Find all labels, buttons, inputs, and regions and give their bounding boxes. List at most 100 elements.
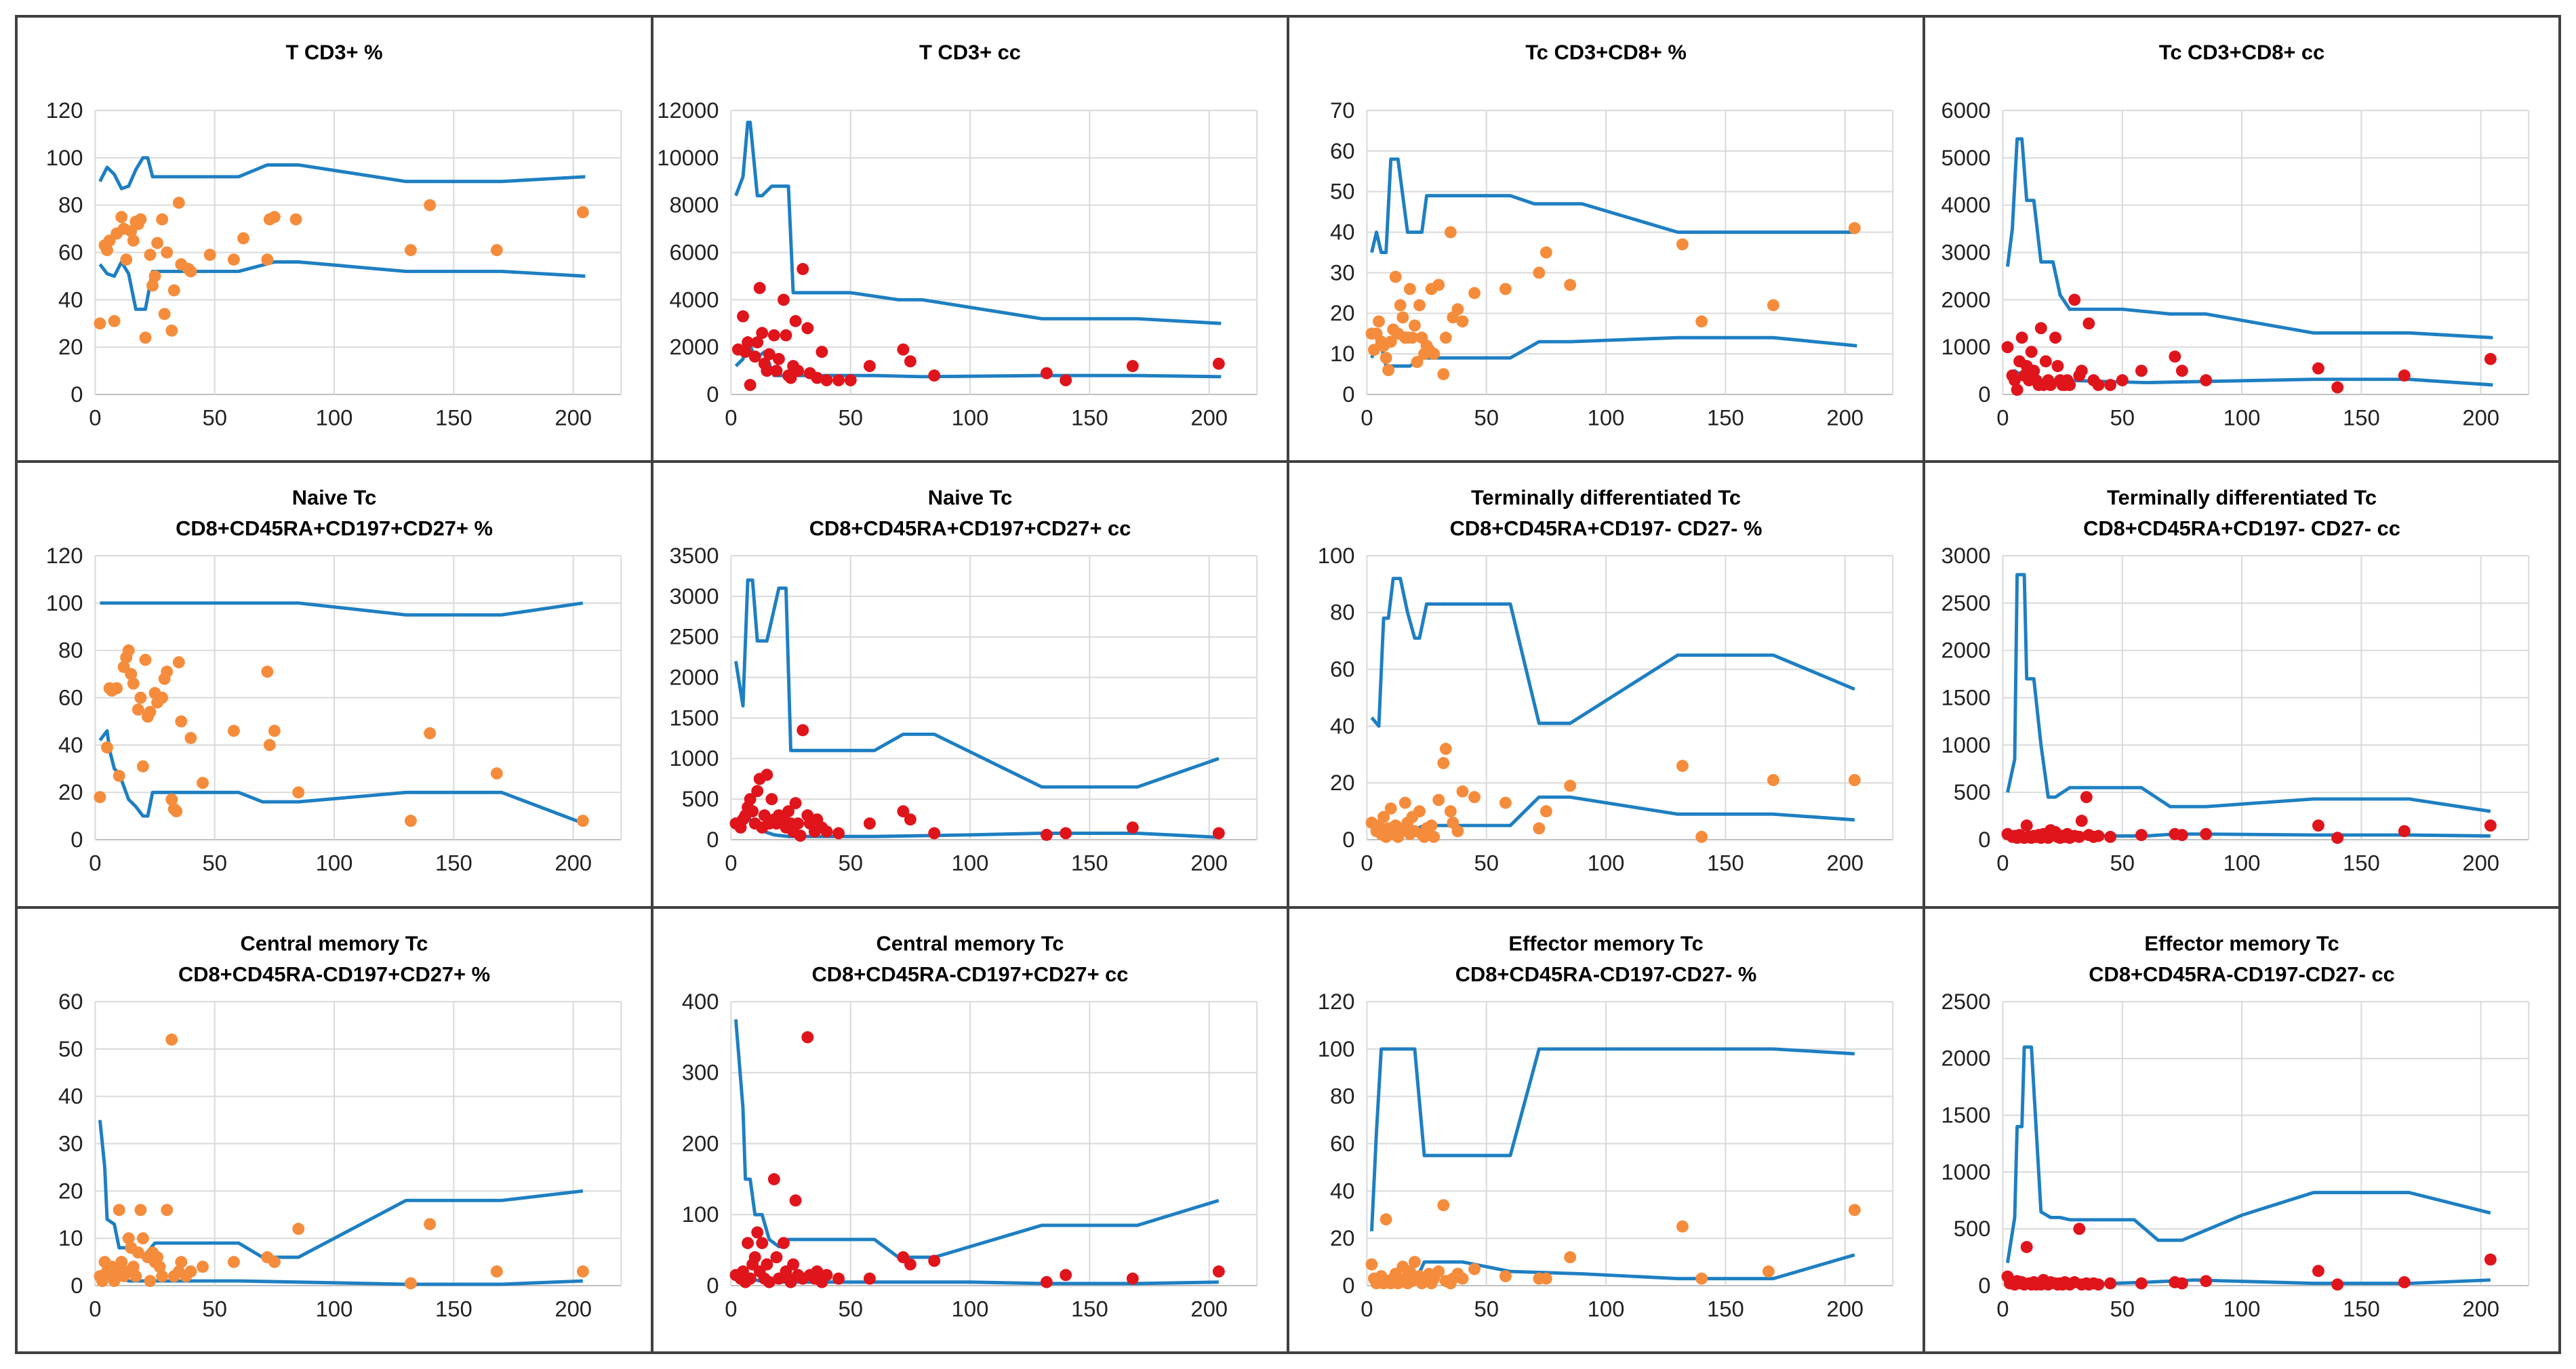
data-point: [490, 244, 503, 256]
chart-panel: Central memory Tc CD8+CD45RA-CD197+CD27+ …: [16, 907, 652, 1353]
x-tick-label: 100: [316, 851, 353, 876]
upper-reference-line: [2006, 573, 2491, 813]
x-tick-label: 0: [725, 851, 737, 876]
x-tick-label: 150: [435, 1296, 472, 1321]
x-tick-label: 50: [202, 851, 227, 876]
data-point: [1396, 311, 1409, 324]
y-tick-label: 3000: [1941, 239, 1990, 264]
data-point: [744, 1272, 757, 1285]
data-point: [761, 365, 773, 377]
data-point: [928, 827, 941, 840]
data-point: [1380, 352, 1392, 365]
chart-svg: Effector memory Tc CD8+CD45RA-CD197-CD27-…: [1318, 931, 1894, 1321]
data-point: [1411, 356, 1424, 369]
chart-panel: T CD3+ cc 0 2000 4000 6000 8000 10000 12000 0 50 1…: [652, 16, 1288, 462]
data-point: [129, 1269, 142, 1282]
data-point: [1403, 1265, 1416, 1278]
chart-panel: Naive Tc CD8+CD45RA+CD197+CD27+ % 0 20 40 60 8…: [16, 462, 652, 907]
data-point: [268, 1255, 281, 1268]
data-point: [1126, 821, 1139, 834]
data-point: [161, 666, 174, 678]
data-point: [2009, 374, 2021, 387]
data-point: [789, 1194, 802, 1206]
data-point: [148, 270, 161, 283]
x-tick-label: 150: [1071, 851, 1108, 876]
data-point: [1437, 1198, 1450, 1211]
upper-reference-line: [734, 121, 1222, 325]
data-point: [2312, 1264, 2325, 1277]
data-point: [2175, 365, 2188, 377]
y-tick-label: 3000: [1941, 543, 1990, 568]
data-point: [113, 770, 125, 783]
data-point: [2011, 384, 2024, 396]
data-point: [1564, 779, 1577, 792]
data-point: [863, 1272, 876, 1285]
y-tick-label: 20: [1330, 1225, 1355, 1250]
data-point: [424, 727, 437, 740]
data-point: [794, 830, 807, 842]
y-tick-label: 60: [1330, 138, 1355, 163]
data-point: [844, 374, 857, 387]
x-tick-label: 150: [2343, 851, 2380, 876]
data-point: [756, 1236, 769, 1249]
y-tick-label: 100: [1318, 543, 1355, 568]
data-point: [2398, 369, 2411, 382]
y-tick-label: 70: [1330, 98, 1355, 123]
data-point: [751, 336, 764, 349]
data-point: [2092, 1278, 2105, 1290]
x-tick-label: 0: [725, 405, 737, 430]
x-tick-label: 200: [555, 405, 592, 430]
data-point: [748, 1250, 761, 1263]
data-point: [184, 732, 197, 745]
data-point: [801, 322, 814, 335]
data-point: [792, 817, 805, 830]
chart-title: Central memory Tc: [241, 931, 428, 955]
data-point: [156, 213, 169, 226]
data-point: [127, 1260, 140, 1273]
x-tick-label: 200: [2462, 851, 2499, 876]
y-tick-label: 40: [58, 733, 83, 758]
data-point: [268, 211, 281, 224]
data-point: [2034, 322, 2047, 335]
data-point: [739, 346, 752, 359]
y-tick-label: 0: [706, 1273, 719, 1298]
data-point: [811, 1265, 824, 1278]
data-point: [1499, 796, 1512, 809]
data-point: [2020, 1240, 2033, 1253]
data-point: [122, 645, 135, 657]
lower-reference-line: [98, 729, 584, 825]
data-point: [424, 199, 437, 211]
x-tick-label: 100: [952, 405, 989, 430]
data-point: [153, 1260, 166, 1273]
chart-panel: Terminally differentiated Tc CD8+CD45RA+C…: [1288, 462, 1924, 907]
chart-title: Terminally differentiated Tc: [2107, 486, 2377, 510]
data-point: [120, 253, 133, 266]
data-point: [2484, 819, 2497, 832]
data-point: [134, 213, 147, 226]
data-point: [832, 1272, 845, 1285]
y-tick-label: 60: [58, 685, 83, 710]
data-point: [175, 1255, 188, 1268]
data-point: [1432, 279, 1445, 291]
data-point: [753, 282, 766, 294]
data-point: [904, 355, 917, 368]
x-tick-label: 150: [1707, 851, 1744, 876]
data-point: [227, 1255, 240, 1268]
chart-title: T CD3+ %: [285, 41, 382, 64]
chart-svg: Tc CD3+CD8+ cc 0 1000 2000 3000 4000 5000 6000 0…: [1941, 41, 2530, 430]
upper-reference-line: [2005, 137, 2493, 340]
data-point: [2104, 1277, 2116, 1290]
data-point: [1408, 1255, 1421, 1268]
x-tick-label: 100: [2223, 405, 2261, 430]
data-point: [113, 1204, 125, 1216]
chart-svg: Naive Tc CD8+CD45RA+CD197+CD27+ % 0 20 40 60 8…: [46, 486, 622, 876]
y-tick-label: 120: [46, 543, 83, 568]
data-point: [136, 1231, 149, 1244]
data-point: [1564, 1250, 1577, 1263]
data-point: [1428, 831, 1441, 844]
chart-title: Naive Tc: [928, 486, 1013, 510]
x-tick-label: 100: [1588, 405, 1625, 430]
data-point: [1695, 1272, 1708, 1285]
data-point: [261, 666, 274, 678]
x-tick-label: 150: [1707, 1296, 1744, 1321]
